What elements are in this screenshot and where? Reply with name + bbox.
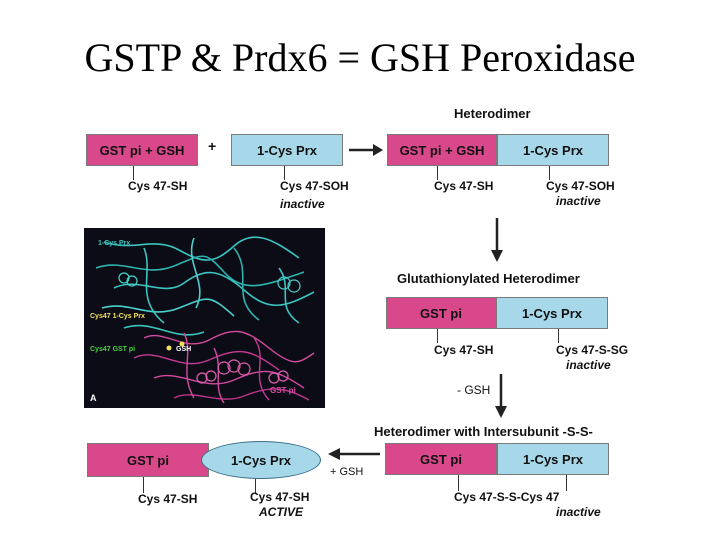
connector-line [558,329,559,343]
cys47-s-s-cys47-label: Cys 47-S-S-Cys 47 [454,490,560,504]
cys47-soh-label: Cys 47-SOH [280,179,349,193]
inactive-label: inactive [566,358,611,372]
structure-gsh-label: GSH [176,346,192,353]
cys47-soh-label: Cys 47-SOH [546,179,615,193]
connector-line [566,475,567,491]
connector-line [143,477,144,493]
active-gst-pi-box: GST pi [87,443,209,477]
cys47-sh-label: Cys 47-SH [138,492,198,506]
cys47-sh-label: Cys 47-SH [434,343,494,357]
connector-line [284,166,285,180]
glutathionylated-header: Glutathionylated Heterodimer [397,271,580,286]
down-arrow-icon [495,374,507,418]
glut-gst-pi-box: GST pi [386,297,496,329]
connector-line [437,166,438,180]
structure-cys-gst-label: Cys47 GST pi [90,346,136,353]
cys47-sh-label: Cys 47-SH [128,179,188,193]
plus-sign: + [208,138,217,154]
structure-cys-prx-label: Cys47 1-Cys Prx [90,313,145,320]
connector-line [549,166,550,180]
left-arrow-icon [328,448,380,460]
cys47-ssg-label: Cys 47-S-SG [556,343,629,357]
minus-gsh-label: - GSH [457,383,491,397]
active-prx-oval: 1-Cys Prx [201,441,321,479]
ribbon-structure [95,236,315,404]
cys47-sh-label: Cys 47-SH [434,179,494,193]
down-arrow-icon [491,218,503,262]
connector-line [255,479,256,493]
heterodimer-gst-gsh-box: GST pi + GSH [387,134,497,166]
right-arrow-icon [349,144,383,156]
prx-box: 1-Cys Prx [231,134,343,166]
structure-gst-label: GST pi [270,386,296,395]
connector-line [458,475,459,491]
cys47-sh-label: Cys 47-SH [250,490,310,504]
disulfide-heterodimer-header: Heterodimer with Intersubunit -S-S- [374,424,593,439]
plus-gsh-label: + GSH [330,466,364,478]
disulfide-gst-pi-box: GST pi [385,443,497,475]
protein-structure-image: 1-Cys Prx Cys47 1-Cys Prx Cys47 GST pi G… [84,228,325,408]
inactive-label: inactive [280,197,325,211]
heterodimer-prx-box: 1-Cys Prx [497,134,609,166]
connector-line [437,329,438,343]
structure-prx-label: 1-Cys Prx [98,240,131,247]
inactive-label: inactive [556,194,601,208]
connector-line [133,166,134,180]
gst-pi-gsh-box: GST pi + GSH [86,134,198,166]
active-label: ACTIVE [259,505,304,519]
heterodimer-header: Heterodimer [454,106,531,121]
slide-title: GSTP & Prdx6 = GSH Peroxidase [84,35,636,80]
structure-panel-letter: A [90,393,97,403]
inactive-label: inactive [556,505,601,519]
disulfide-prx-box: 1-Cys Prx [497,443,609,475]
glut-prx-box: 1-Cys Prx [496,297,608,329]
